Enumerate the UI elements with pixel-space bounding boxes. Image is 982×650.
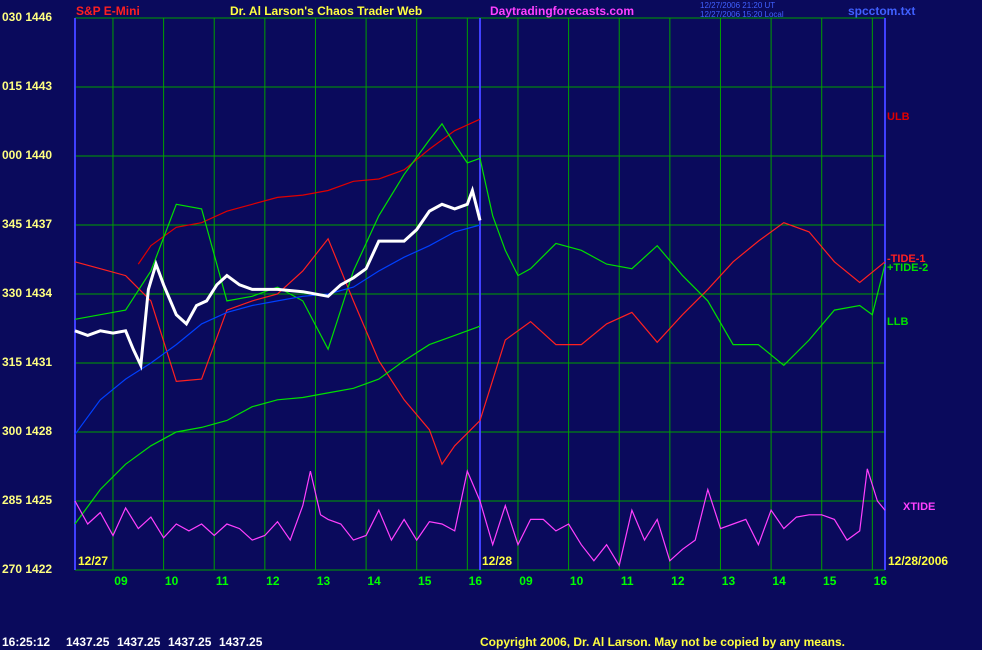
copyright: Copyright 2006, Dr. Al Larson. May not b… — [480, 635, 845, 649]
series-line — [74, 185, 482, 371]
date-label: 12/28 — [482, 554, 512, 568]
y-tick-label: 000 1440 — [2, 148, 52, 162]
date-label: 12/27 — [78, 554, 108, 568]
y-tick-label: 330 1434 — [2, 286, 52, 300]
status-quote: 1437.25 — [66, 635, 110, 649]
series-label: LLB — [887, 316, 908, 328]
y-tick-label: 015 1443 — [2, 79, 52, 93]
x-tick-label: 12 — [266, 574, 280, 588]
site: Daytradingforecasts.com — [490, 4, 634, 18]
symbol: S&P E-Mini — [76, 4, 140, 18]
x-tick-label: 15 — [418, 574, 432, 588]
series-label: ULB — [887, 111, 910, 123]
series-label: XTIDE — [903, 501, 935, 513]
x-tick-label: 11 — [621, 574, 634, 588]
x-tick-label: 09 — [519, 574, 533, 588]
x-tick-label: 14 — [772, 574, 786, 588]
y-tick-label: 270 1422 — [2, 562, 52, 576]
series-line — [74, 468, 886, 567]
x-tick-label: 11 — [216, 574, 229, 588]
series-line — [74, 224, 481, 435]
series-label: -TIDE-1 — [887, 253, 926, 265]
y-tick-label: 285 1425 — [2, 493, 52, 507]
timestamp: 12/27/2006 15:20 Local — [700, 10, 784, 19]
x-tick-label: 13 — [317, 574, 331, 588]
series-line — [74, 222, 886, 466]
x-tick-label: 12 — [671, 574, 685, 588]
chart-title: Dr. Al Larson's Chaos Trader Web — [230, 4, 422, 18]
status-quote: 1437.25 — [168, 635, 212, 649]
file-name: spcctom.txt — [848, 4, 915, 18]
series-line — [74, 122, 886, 367]
x-tick-label: 10 — [165, 574, 179, 588]
status-quote: 1437.25 — [117, 635, 161, 649]
y-tick-label: 030 1446 — [2, 10, 52, 24]
status-quote: 1437.25 — [219, 635, 263, 649]
x-tick-label: 09 — [114, 574, 128, 588]
timestamp: 12/27/2006 21:20 UT — [700, 1, 775, 10]
x-tick-label: 16 — [469, 574, 483, 588]
series-line — [74, 325, 481, 525]
series-label: +TIDE-2 — [887, 262, 928, 274]
y-tick-label: 345 1437 — [2, 217, 52, 231]
status-time: 16:25:12 — [2, 635, 50, 649]
y-tick-label: 300 1428 — [2, 424, 52, 438]
x-tick-label: 10 — [570, 574, 584, 588]
x-tick-label: 14 — [367, 574, 381, 588]
y-tick-label: 315 1431 — [2, 355, 52, 369]
x-tick-label: 13 — [722, 574, 736, 588]
x-tick-label: 15 — [823, 574, 837, 588]
x-tick-label: 16 — [874, 574, 888, 588]
series-line — [137, 118, 481, 265]
date-label: 12/28/2006 — [888, 554, 948, 568]
